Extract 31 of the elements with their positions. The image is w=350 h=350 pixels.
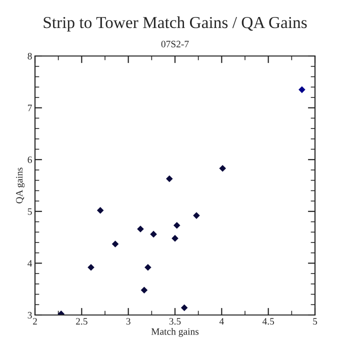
point [112,240,119,248]
y-tick-label: 4 [28,260,32,267]
point [166,175,173,182]
point [140,286,148,294]
x-tick-label: 2 [32,318,37,325]
point [172,234,178,242]
y-axis-title: QA gains [16,168,25,204]
y-tick-label: 8 [28,52,32,60]
x-tick-label: 5 [313,318,318,325]
point [298,86,306,94]
x-tick-label: 3 [126,318,130,325]
y-tick-label: 3 [28,312,32,318]
y-tick-label: 7 [28,104,32,112]
chart-title: Strip to Tower Match Gains / QA Gains [44,16,307,32]
x-tick-label: 3.5 [169,318,181,325]
point [144,264,152,271]
point [180,304,188,312]
x-axis-title: Match gains [151,328,199,337]
y-tick-label: 5 [28,208,32,215]
x-tick-label: 2.5 [76,318,88,325]
point [219,165,226,172]
point [193,212,200,219]
point [150,230,157,238]
point [88,264,94,271]
point [173,222,180,229]
x-tick-label: 4.5 [262,318,274,325]
point [96,206,104,214]
chart-subtitle: 07S2-7 [161,40,189,48]
x-tick-label: 4 [219,318,224,325]
y-tick-label: 6 [28,156,32,164]
point [137,226,144,232]
